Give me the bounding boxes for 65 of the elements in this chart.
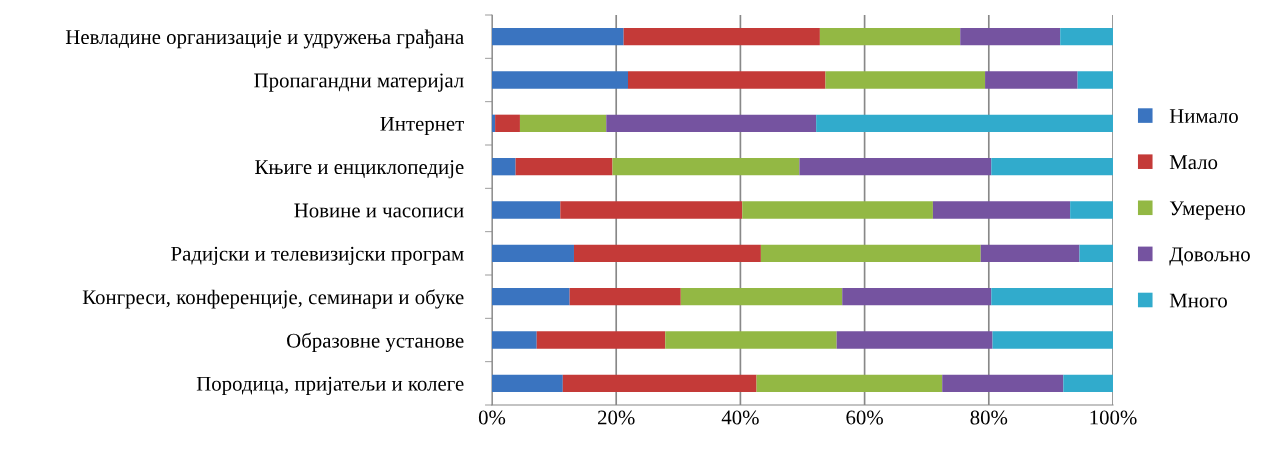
y-tick-label: Новине и часописи: [294, 203, 464, 218]
bar: [1079, 244, 1113, 262]
bar: [569, 288, 681, 306]
bar: [628, 71, 826, 89]
bar: [1070, 201, 1113, 219]
y-tick-label: Породица, пријатељи и колеге: [196, 376, 464, 395]
bar: [760, 244, 981, 262]
bar: [665, 331, 837, 349]
bar: [492, 28, 624, 46]
bar: [573, 244, 761, 262]
bar: [560, 201, 743, 219]
bar: [492, 288, 570, 306]
bar: [536, 331, 666, 349]
x-tick-label: 80%: [970, 410, 1008, 425]
bar: [492, 374, 563, 392]
bar: [492, 71, 628, 89]
bar: [816, 114, 1113, 132]
y-tick-label: Пропагандни материјал: [254, 73, 464, 92]
x-tick-label: 20%: [598, 410, 635, 425]
x-tick-label: 60%: [846, 410, 883, 425]
bar: [960, 28, 1061, 46]
bar: [623, 28, 820, 46]
bar: [680, 288, 843, 306]
legend-label: Довољно: [1169, 247, 1250, 266]
y-tick-label: Образовне установе: [287, 332, 464, 352]
x-tick-label: 40%: [721, 410, 759, 425]
legend-label: Мало: [1169, 155, 1218, 170]
bar: [756, 374, 943, 392]
y-tick-label: Интернет: [380, 116, 464, 135]
legend-label: Много: [1169, 293, 1227, 308]
bar: [519, 114, 607, 132]
x-tick-label: 100%: [1090, 410, 1137, 425]
x-tick-label: 0%: [478, 410, 506, 425]
bar: [492, 158, 516, 176]
bar: [1063, 374, 1113, 392]
bar: [1060, 28, 1113, 46]
bar: [495, 114, 520, 132]
bar: [492, 201, 561, 219]
bar: [492, 331, 537, 349]
bar: [836, 331, 993, 349]
bar: [825, 71, 986, 89]
y-tick-label: Радијски и телевизијски програм: [171, 246, 464, 265]
y-tick-label: Књиге и енциклопедије: [255, 160, 464, 179]
legend-label: Нимало: [1169, 109, 1238, 124]
legend-label: Умерено: [1169, 201, 1245, 220]
bar: [515, 158, 613, 176]
bar: [985, 71, 1078, 89]
bar: [980, 244, 1080, 262]
bar: [612, 158, 800, 176]
y-tick-label: Конгреси, конференције, семинари и обуке: [82, 289, 464, 309]
y-tick-label: Невладине организације и удружења грађана: [65, 29, 464, 49]
bar: [932, 201, 1071, 219]
bar: [942, 374, 1064, 392]
bar: [742, 201, 933, 219]
bar: [1077, 71, 1113, 89]
bar: [606, 114, 817, 132]
bar: [492, 244, 574, 262]
bar: [819, 28, 961, 46]
bar: [842, 288, 992, 306]
bar: [991, 288, 1113, 306]
bar: [799, 158, 992, 176]
bar: [492, 114, 496, 132]
bar: [992, 331, 1113, 349]
bar: [562, 374, 757, 392]
bar: [991, 158, 1113, 176]
